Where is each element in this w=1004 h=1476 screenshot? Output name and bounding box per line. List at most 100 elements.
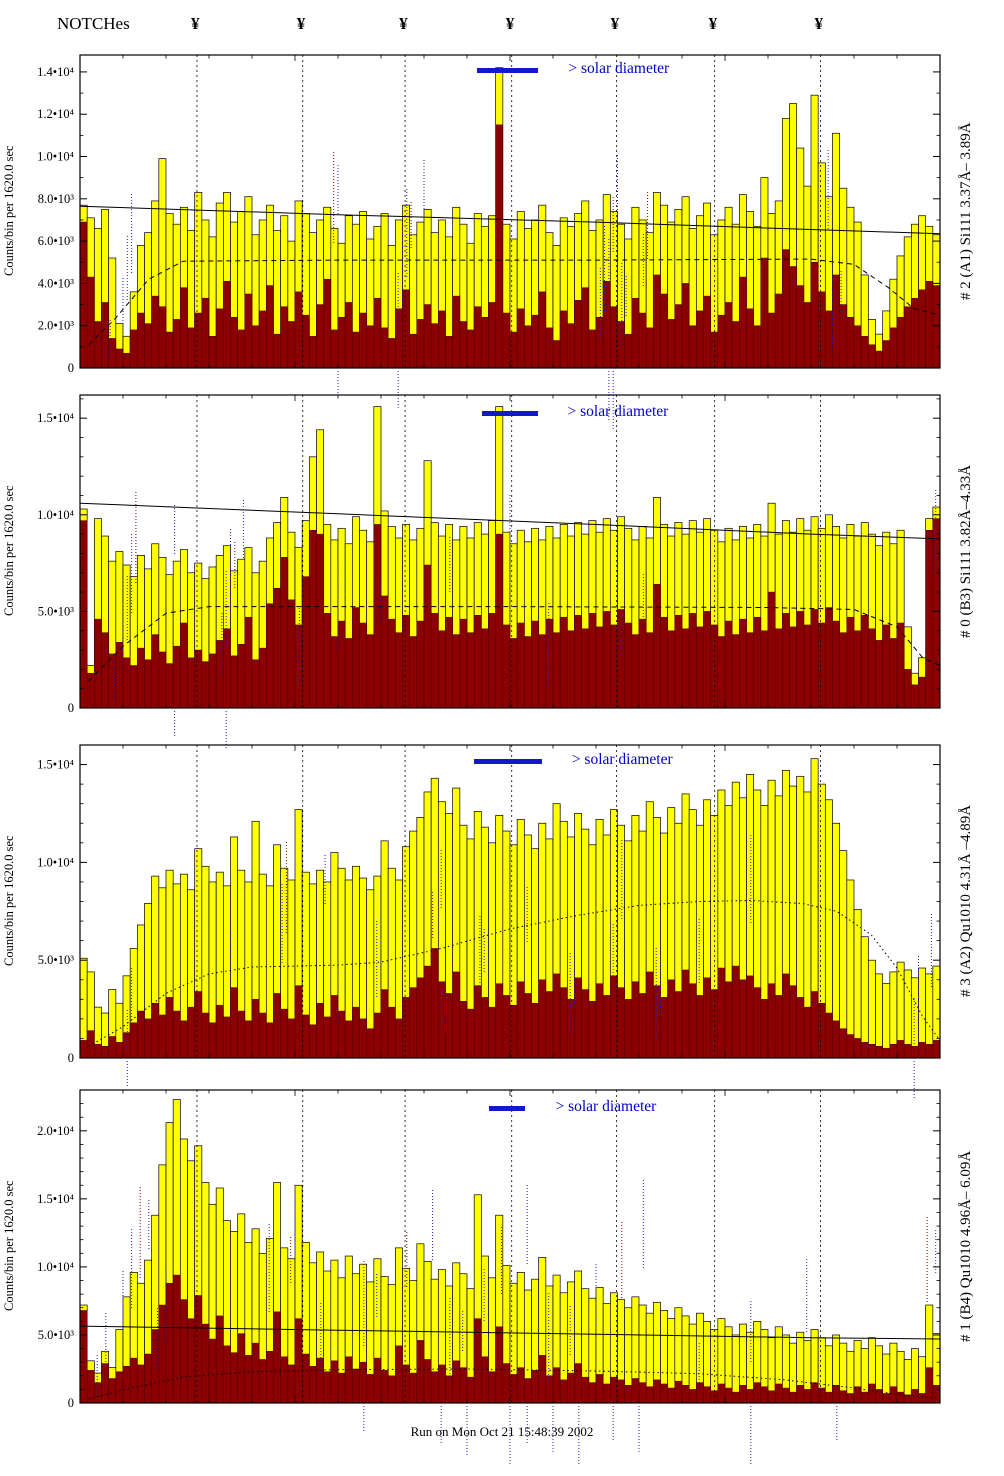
histogram-bar xyxy=(588,1001,597,1059)
histogram-bar xyxy=(509,331,518,369)
histogram-bar xyxy=(466,632,475,709)
histogram-bar xyxy=(767,591,776,709)
histogram-bar xyxy=(266,603,274,709)
histogram-bar xyxy=(452,971,461,1059)
histogram-bar xyxy=(473,615,482,709)
histogram-bar xyxy=(416,319,425,369)
histogram-bar xyxy=(316,533,324,709)
histogram-bar xyxy=(810,609,819,709)
histogram-bar xyxy=(251,1342,260,1404)
histogram-bar xyxy=(359,622,367,709)
histogram-bar xyxy=(301,314,310,369)
histogram-bar xyxy=(380,327,389,369)
histogram-bar xyxy=(767,312,776,369)
histogram-bar xyxy=(810,262,819,369)
histogram-bar xyxy=(330,995,339,1059)
histogram-bar xyxy=(223,1345,231,1404)
histogram-bar xyxy=(488,613,496,709)
histogram-bar xyxy=(559,616,568,709)
histogram-bar xyxy=(151,634,160,709)
y-tick-label: 6.0•10³ xyxy=(38,234,75,248)
histogram-bar xyxy=(767,1390,776,1404)
histogram-bar xyxy=(602,281,611,369)
histogram-bar xyxy=(481,997,489,1059)
histogram-bar xyxy=(889,1386,898,1404)
histogram-bar xyxy=(352,331,360,369)
histogram-bar xyxy=(430,1371,439,1404)
histogram-bar xyxy=(366,1028,375,1059)
histogram-bar xyxy=(653,584,661,709)
histogram-bar xyxy=(387,1375,396,1404)
histogram-bar xyxy=(739,1385,747,1404)
histogram-bar xyxy=(524,636,532,709)
run-timestamp: Run on Mon Oct 21 15:48:39 2002 xyxy=(410,1424,594,1439)
histogram-bar xyxy=(294,624,303,709)
histogram-bar xyxy=(230,987,238,1059)
histogram-bar xyxy=(674,1380,683,1404)
histogram-bar xyxy=(215,1004,224,1059)
histogram-bar xyxy=(294,985,303,1059)
solar-diameter-label: > solar diameter xyxy=(571,751,673,768)
histogram-bar xyxy=(402,1364,410,1404)
solar-diameter-bar xyxy=(489,1106,526,1111)
histogram-bar xyxy=(94,618,102,709)
histogram-bar xyxy=(681,628,690,709)
histogram-bar xyxy=(137,1364,145,1404)
histogram-bar xyxy=(717,636,726,709)
histogram-bar xyxy=(782,973,790,1059)
histogram-bar xyxy=(545,327,554,369)
histogram-bar xyxy=(223,281,231,369)
notch-symbol: ¥ xyxy=(814,14,823,33)
panel-1-right-label: # 2 (A1) Si111 3.37Å– 3.89Å xyxy=(958,122,974,300)
histogram-bar xyxy=(932,1040,941,1059)
histogram-bar xyxy=(330,1360,339,1404)
histogram-bar xyxy=(538,634,547,709)
y-tick-label: 1.4•10⁴ xyxy=(37,65,74,79)
histogram-bar xyxy=(681,1385,690,1404)
histogram-bar xyxy=(137,312,145,369)
y-tick-label: 2.0•10³ xyxy=(38,319,75,333)
histogram-bar xyxy=(395,632,403,709)
histogram-bar xyxy=(266,1351,274,1404)
y-tick-label: 0 xyxy=(68,1396,74,1410)
histogram-bar xyxy=(79,520,88,709)
histogram-bar xyxy=(481,628,489,709)
histogram-bar xyxy=(538,1355,547,1404)
histogram-bar xyxy=(868,344,876,369)
histogram-bar xyxy=(273,993,281,1059)
histogram-bar xyxy=(409,636,418,709)
histogram-bar xyxy=(760,1386,769,1404)
histogram-bar xyxy=(373,297,382,369)
histogram-bar xyxy=(896,316,905,369)
histogram-bar xyxy=(158,1304,167,1404)
histogram-bar xyxy=(158,1014,167,1059)
histogram-bar xyxy=(244,1355,253,1404)
histogram-bar xyxy=(187,1318,195,1404)
histogram-bar xyxy=(832,1385,840,1404)
panel-4-dotted-trend xyxy=(88,1368,941,1400)
histogram-bar xyxy=(674,991,683,1059)
histogram-bar xyxy=(323,1371,332,1404)
histogram-bar xyxy=(796,285,805,369)
histogram-bar xyxy=(488,1006,496,1059)
histogram-bar xyxy=(158,306,167,369)
histogram-bar xyxy=(187,657,195,709)
histogram-bar xyxy=(796,1385,805,1404)
histogram-bar xyxy=(567,1372,575,1404)
histogram-bar xyxy=(352,607,360,709)
figure-title: NOTCHes xyxy=(57,14,130,33)
panel-4-total-bars xyxy=(79,1099,941,1404)
histogram-bar xyxy=(753,1382,762,1404)
histogram-bar xyxy=(882,1393,891,1404)
histogram-bar xyxy=(359,1361,367,1404)
histogram-bar xyxy=(638,312,647,369)
histogram-bar xyxy=(495,124,504,369)
histogram-bar xyxy=(244,293,253,369)
histogram-bar xyxy=(115,1042,124,1059)
histogram-bar xyxy=(774,628,783,709)
histogram-bar xyxy=(144,659,152,709)
histogram-bar xyxy=(301,1014,310,1059)
histogram-bar xyxy=(846,1393,855,1404)
histogram-bar xyxy=(739,979,747,1059)
histogram-bar xyxy=(438,1364,446,1404)
